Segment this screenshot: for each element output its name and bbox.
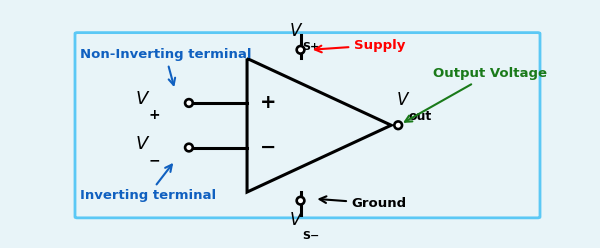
Text: Non-Inverting terminal: Non-Inverting terminal bbox=[80, 48, 251, 85]
Ellipse shape bbox=[296, 197, 304, 205]
Text: $V$: $V$ bbox=[289, 22, 303, 40]
Text: Ground: Ground bbox=[320, 196, 407, 210]
Text: Supply: Supply bbox=[315, 38, 406, 52]
Text: $V$: $V$ bbox=[136, 135, 151, 153]
Text: $V$: $V$ bbox=[136, 90, 151, 108]
Text: out: out bbox=[409, 110, 432, 123]
Text: −: − bbox=[260, 138, 276, 157]
Text: +: + bbox=[148, 108, 160, 122]
Text: S−: S− bbox=[302, 231, 319, 241]
Ellipse shape bbox=[185, 144, 193, 151]
Text: Output Voltage: Output Voltage bbox=[405, 67, 547, 122]
Ellipse shape bbox=[394, 122, 402, 129]
FancyBboxPatch shape bbox=[75, 33, 540, 218]
Text: $V$: $V$ bbox=[396, 92, 410, 109]
Ellipse shape bbox=[185, 99, 193, 107]
Text: −: − bbox=[148, 153, 160, 167]
Text: $V$: $V$ bbox=[289, 211, 303, 229]
Text: Inverting terminal: Inverting terminal bbox=[80, 165, 216, 202]
Text: S+: S+ bbox=[302, 42, 319, 52]
Ellipse shape bbox=[296, 46, 304, 54]
Text: +: + bbox=[260, 93, 276, 112]
